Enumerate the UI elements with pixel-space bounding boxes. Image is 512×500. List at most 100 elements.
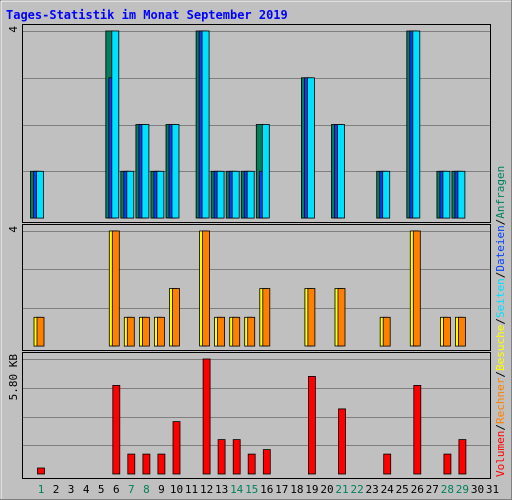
legend-separator: / <box>494 318 507 325</box>
x-tick-day-18: 18 <box>290 483 303 496</box>
x-tick-day-30: 30 <box>471 483 484 496</box>
x-axis-day-labels: 1 2 3 4 5 6 7 8 9 10 11 12 13 14 15 16 17 18 19 20 21 22 23 24 2… <box>38 483 499 496</box>
bar-rechner-day-12 <box>202 230 211 347</box>
x-tick-day-13: 13 <box>215 483 228 496</box>
bar-volumen-day-7 <box>127 453 136 475</box>
bar-rechner-day-7 <box>126 316 135 347</box>
bar-volumen-day-12 <box>202 358 211 475</box>
panel-requests <box>22 24 491 223</box>
bar-rechner-day-1 <box>36 316 45 347</box>
bar-seiten-day-21 <box>337 124 345 219</box>
bar-rechner-day-29 <box>457 316 466 347</box>
bar-rechner-day-21 <box>337 288 346 347</box>
bar-seiten-day-14 <box>231 170 240 219</box>
bar-volumen-day-1 <box>37 467 45 475</box>
bar-rechner-day-14 <box>232 316 241 347</box>
legend-volumen: Volumen <box>494 431 507 477</box>
x-tick-day-17: 17 <box>275 483 288 496</box>
legend-separator: / <box>494 219 507 226</box>
x-tick-day-24: 24 <box>381 483 395 496</box>
bar-rechner-day-26 <box>412 230 421 347</box>
bar-rechner-day-8 <box>141 316 150 347</box>
y-max-label-volume: 5.80 KB <box>7 354 20 401</box>
x-tick-day-3: 3 <box>68 483 75 496</box>
bar-seiten-day-19 <box>306 77 315 219</box>
x-tick-day-9: 9 <box>158 483 165 496</box>
bar-volumen-day-28 <box>443 453 452 475</box>
bar-volumen-day-6 <box>112 384 121 475</box>
bar-volumen-day-16 <box>262 449 271 475</box>
bar-rechner-day-24 <box>382 316 391 347</box>
panel-frame <box>22 352 491 479</box>
x-tick-day-25: 25 <box>396 483 409 496</box>
x-tick-day-19: 19 <box>305 483 318 496</box>
bar-seiten-day-24 <box>382 170 391 219</box>
bar-rechner-day-28 <box>442 316 451 347</box>
y-max-label-requests: 4 <box>7 26 20 33</box>
legend-rechner: Rechner <box>494 377 507 424</box>
bar-seiten-day-8 <box>141 124 150 219</box>
x-tick-day-21: 21 <box>335 483 348 496</box>
bar-volumen-day-15 <box>247 453 256 475</box>
x-tick-day-11: 11 <box>185 483 198 496</box>
bar-volumen-day-9 <box>157 453 166 475</box>
bar-volumen-day-29 <box>458 439 467 475</box>
x-tick-day-15: 15 <box>245 483 258 496</box>
legend-dateien: Dateien <box>494 225 507 271</box>
legend-separator: / <box>494 272 507 279</box>
y-max-label-visits: 4 <box>7 226 20 233</box>
bar-seiten-day-9 <box>156 170 165 219</box>
bar-rechner-day-13 <box>217 316 226 347</box>
x-tick-day-7: 7 <box>128 483 135 496</box>
x-tick-day-6: 6 <box>113 483 120 496</box>
legend-separator: / <box>494 371 507 378</box>
chart-legend: Volumen/Rechner/Besuche/Seiten/Dateien/A… <box>494 166 507 477</box>
x-tick-day-2: 2 <box>53 483 60 496</box>
x-tick-day-20: 20 <box>320 483 333 496</box>
x-tick-day-10: 10 <box>170 483 183 496</box>
bar-seiten-day-16 <box>261 124 270 219</box>
bar-seiten-day-1 <box>36 170 44 219</box>
bar-seiten-day-28 <box>442 170 451 219</box>
bar-volumen-day-10 <box>172 421 181 475</box>
chart-panels <box>22 24 491 479</box>
x-tick-day-1: 1 <box>38 483 45 496</box>
x-tick-day-16: 16 <box>260 483 273 496</box>
bar-volumen-day-24 <box>383 453 392 475</box>
x-tick-day-29: 29 <box>456 483 469 496</box>
bar-volumen-day-21 <box>338 408 346 475</box>
x-tick-day-23: 23 <box>365 483 378 496</box>
bar-volumen-day-14 <box>232 439 241 475</box>
x-tick-day-22: 22 <box>350 483 363 496</box>
x-tick-day-26: 26 <box>411 483 424 496</box>
panel-volume <box>22 352 491 479</box>
legend-separator: / <box>494 424 507 431</box>
bar-volumen-day-26 <box>413 384 422 475</box>
bar-volumen-day-19 <box>307 375 316 475</box>
x-tick-day-8: 8 <box>143 483 150 496</box>
x-tick-day-28: 28 <box>441 483 454 496</box>
y-axis-max-labels: 4 4 5.80 KB <box>7 26 20 401</box>
bar-volumen-day-13 <box>217 439 226 475</box>
x-tick-day-31: 31 <box>486 483 499 496</box>
panel-visits <box>22 224 491 351</box>
bar-rechner-day-9 <box>156 316 165 347</box>
x-tick-day-27: 27 <box>426 483 439 496</box>
bar-seiten-day-6 <box>111 30 120 219</box>
bar-seiten-day-15 <box>246 170 255 219</box>
bar-rechner-day-15 <box>247 316 256 347</box>
legend-besuche: Besuche <box>494 325 507 371</box>
x-tick-day-5: 5 <box>98 483 105 496</box>
x-tick-day-12: 12 <box>200 483 213 496</box>
x-tick-day-14: 14 <box>230 483 244 496</box>
bar-seiten-day-26 <box>412 30 421 219</box>
bar-seiten-day-13 <box>216 170 225 219</box>
bar-seiten-day-7 <box>126 170 135 219</box>
bar-rechner-day-6 <box>111 230 120 347</box>
bar-seiten-day-10 <box>171 124 180 219</box>
bar-seiten-day-29 <box>457 170 466 219</box>
x-tick-day-4: 4 <box>83 483 90 496</box>
bar-volumen-day-8 <box>142 453 151 475</box>
bar-rechner-day-19 <box>307 288 316 347</box>
